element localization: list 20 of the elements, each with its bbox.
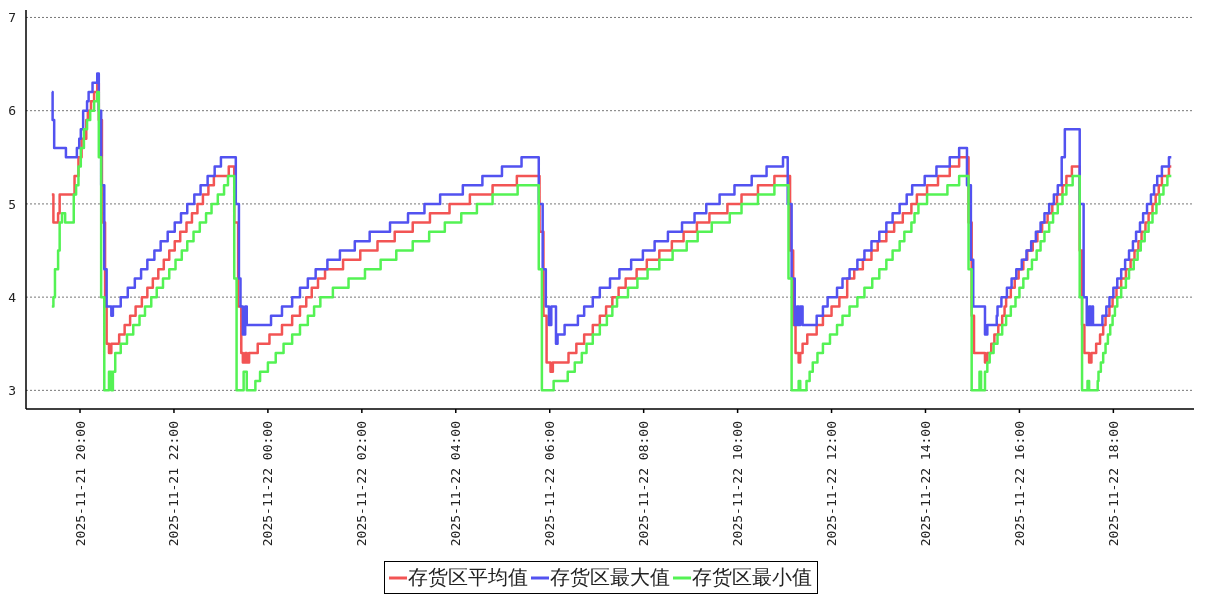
y-tick-label: 7 bbox=[8, 10, 16, 26]
y-tick-label: 4 bbox=[8, 289, 17, 305]
x-tick-label: 2025-11-22 16:00 bbox=[1011, 421, 1027, 547]
x-tick-label: 2025-11-22 06:00 bbox=[542, 421, 558, 547]
x-tick-label: 2025-11-22 00:00 bbox=[260, 421, 276, 547]
x-tick-label: 2025-11-21 22:00 bbox=[166, 421, 182, 547]
y-tick-label: 6 bbox=[8, 103, 16, 119]
x-tick-label: 2025-11-22 02:00 bbox=[354, 421, 370, 547]
x-tick-label: 2025-11-22 08:00 bbox=[636, 421, 652, 547]
y-tick-label: 5 bbox=[8, 196, 16, 212]
legend-label: 存货区平均值 bbox=[408, 564, 528, 591]
x-tick-label: 2025-11-21 20:00 bbox=[72, 421, 88, 547]
legend-label: 存货区最大值 bbox=[550, 564, 670, 591]
x-tick-label: 2025-11-22 04:00 bbox=[448, 421, 464, 547]
legend-label: 存货区最小值 bbox=[692, 564, 812, 591]
x-tick-label: 2025-11-22 12:00 bbox=[824, 421, 840, 547]
x-tick-label: 2025-11-22 14:00 bbox=[917, 421, 933, 547]
x-tick-label: 2025-11-22 10:00 bbox=[730, 421, 746, 547]
x-tick-label: 2025-11-22 18:00 bbox=[1105, 421, 1121, 547]
y-tick-label: 3 bbox=[8, 382, 16, 398]
